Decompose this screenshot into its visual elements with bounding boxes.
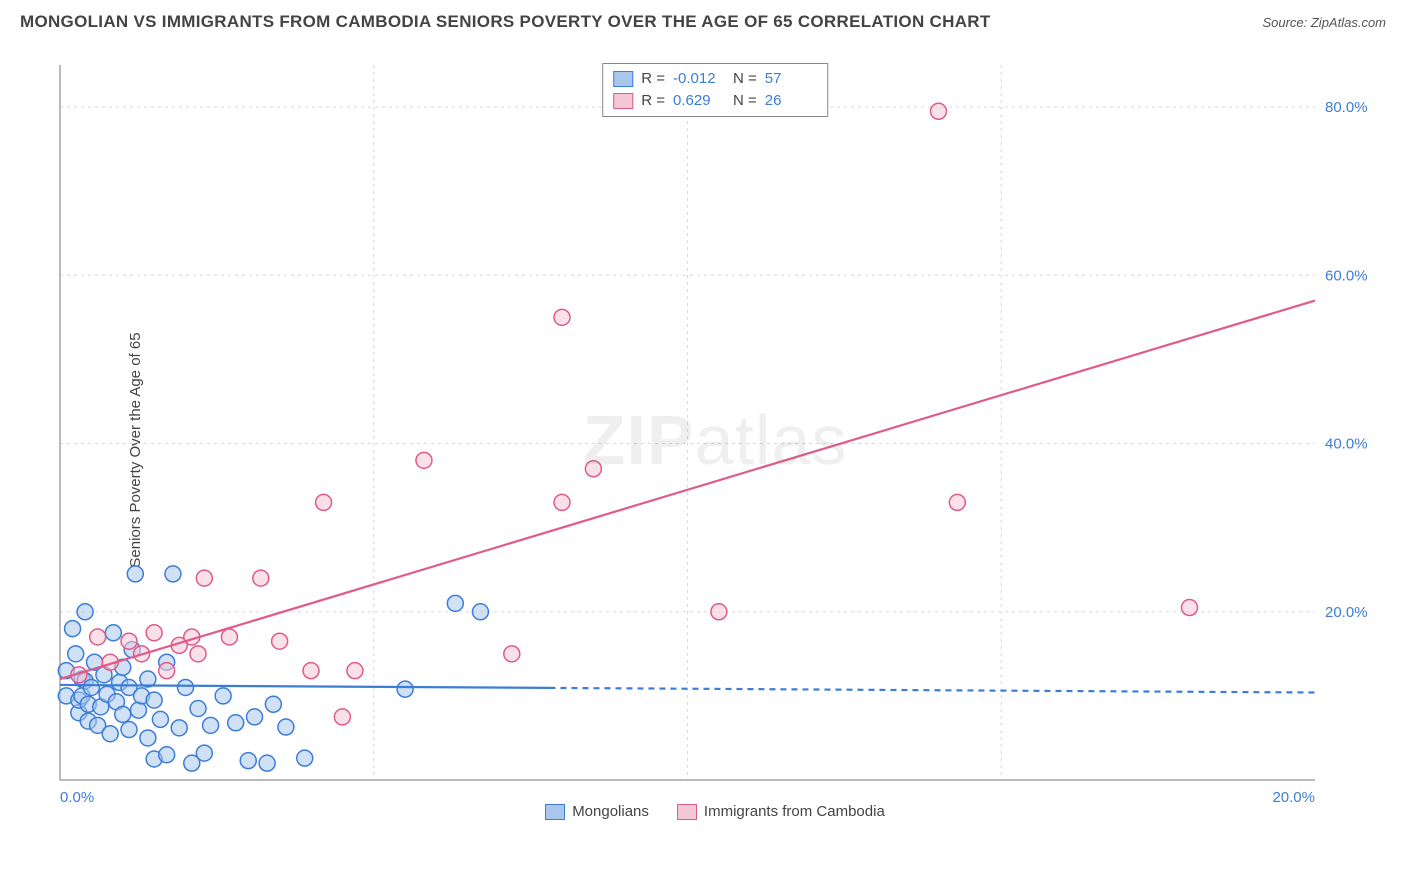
chart-title: MONGOLIAN VS IMMIGRANTS FROM CAMBODIA SE… — [20, 12, 991, 32]
n-value: 57 — [765, 68, 817, 90]
source-label: Source: ZipAtlas.com — [1262, 15, 1386, 30]
series-legend: Mongolians Immigrants from Cambodia — [55, 803, 1375, 820]
correlation-legend-row: R = 0.629 N = 26 — [613, 90, 817, 112]
r-value: -0.012 — [673, 68, 725, 90]
correlation-legend: R = -0.012 N = 57 R = 0.629 N = 26 — [602, 63, 828, 117]
svg-text:60.0%: 60.0% — [1325, 267, 1368, 284]
svg-text:40.0%: 40.0% — [1325, 436, 1368, 453]
r-label: R = — [641, 90, 665, 112]
svg-text:20.0%: 20.0% — [1325, 604, 1368, 621]
n-label: N = — [733, 90, 757, 112]
svg-text:80.0%: 80.0% — [1325, 99, 1368, 116]
legend-swatch — [545, 804, 565, 820]
chart-container: Seniors Poverty Over the Age of 65 20.0%… — [0, 40, 1406, 860]
series-label: Mongolians — [572, 803, 649, 820]
series-label: Immigrants from Cambodia — [704, 803, 885, 820]
r-value: 0.629 — [673, 90, 725, 112]
n-label: N = — [733, 68, 757, 90]
r-label: R = — [641, 68, 665, 90]
legend-swatch — [677, 804, 697, 820]
legend-swatch — [613, 71, 633, 87]
plot-area: 20.0%40.0%60.0%80.0%0.0%20.0% ZIPatlas R… — [55, 60, 1375, 820]
legend-swatch — [613, 93, 633, 109]
header: MONGOLIAN VS IMMIGRANTS FROM CAMBODIA SE… — [0, 0, 1406, 40]
series-legend-item: Immigrants from Cambodia — [677, 803, 885, 820]
series-legend-item: Mongolians — [545, 803, 649, 820]
n-value: 26 — [765, 90, 817, 112]
chart-svg: 20.0%40.0%60.0%80.0%0.0%20.0% — [55, 60, 1375, 820]
correlation-legend-row: R = -0.012 N = 57 — [613, 68, 817, 90]
